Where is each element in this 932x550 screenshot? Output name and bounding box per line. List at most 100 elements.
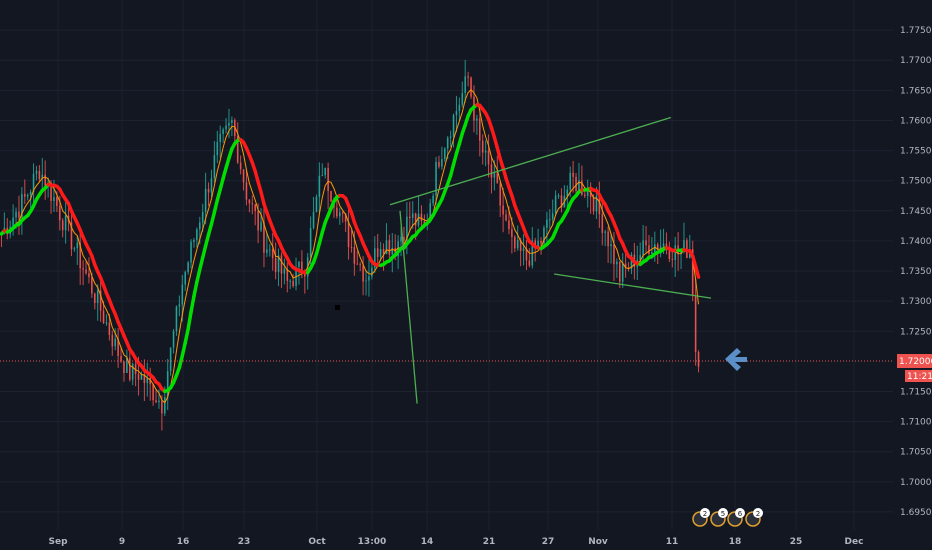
ma-slow-segment <box>221 166 228 181</box>
candle-body <box>368 276 370 281</box>
candle-body <box>233 120 236 137</box>
candle-body <box>540 240 542 244</box>
x-tick-label: 23 <box>238 537 251 547</box>
candle-body <box>493 173 496 178</box>
candle-body <box>193 240 195 242</box>
candle-body <box>481 140 484 153</box>
x-tick-label: 9 <box>119 537 125 547</box>
candle-body <box>309 227 312 258</box>
candle-body <box>575 176 577 192</box>
candle-body <box>432 195 434 204</box>
candle-body <box>656 244 659 250</box>
candle-body <box>394 248 397 257</box>
candle-body <box>268 249 271 251</box>
candle-body <box>557 195 560 197</box>
candle-body <box>586 190 589 196</box>
y-tick-label: 1.71500 <box>900 387 932 397</box>
candle-body <box>222 129 224 134</box>
candle-body <box>403 236 405 241</box>
candle-body <box>85 269 87 274</box>
candle-body <box>519 239 522 251</box>
candle-body <box>292 280 294 287</box>
candle-body <box>29 191 32 195</box>
candle-body <box>219 133 222 142</box>
candle-body <box>58 205 61 221</box>
candle-body <box>470 77 472 97</box>
candle-body <box>607 231 609 247</box>
candle-body <box>554 195 557 214</box>
candle-body <box>651 252 653 254</box>
candle-body <box>487 150 490 165</box>
candle-body <box>242 169 245 183</box>
candle-body <box>411 213 414 218</box>
candle-body <box>251 203 254 205</box>
candle-body <box>362 265 364 282</box>
event-badge <box>753 508 763 518</box>
candle-body <box>123 361 125 373</box>
ma-fast-line <box>1 88 699 404</box>
candle-body <box>595 196 598 212</box>
candle-body <box>312 212 315 228</box>
candle-body <box>458 104 461 112</box>
candle-body <box>236 136 239 163</box>
candle-body <box>96 290 99 304</box>
candle-body <box>400 236 402 242</box>
candle-body <box>263 221 265 253</box>
y-tick-label: 1.73000 <box>900 297 932 307</box>
ma-slow-segment <box>259 190 266 206</box>
candle-body <box>668 249 671 259</box>
candle-body <box>645 240 647 246</box>
x-tick-label: 16 <box>177 537 190 547</box>
candle-body <box>341 212 344 214</box>
ma-slow-segment <box>177 354 185 370</box>
candle-body <box>53 197 55 201</box>
candle-body <box>438 161 440 167</box>
event-count: 2 <box>756 510 760 518</box>
candle-body <box>525 248 528 261</box>
candle-body <box>406 216 408 241</box>
ma-slow-segment <box>189 294 196 314</box>
ma-slow-segment <box>212 198 220 215</box>
ma-slow-segment <box>198 255 205 272</box>
y-tick-label: 1.73500 <box>900 267 932 277</box>
candle-body <box>315 196 318 213</box>
candle-body <box>616 261 618 265</box>
candle-body <box>73 248 76 250</box>
candle-body <box>376 248 379 257</box>
candle-body <box>70 221 73 250</box>
y-tick-label: 1.70000 <box>900 478 932 488</box>
candle-body <box>155 400 157 403</box>
ma-slow-segment <box>317 230 325 246</box>
candle-body <box>502 205 504 215</box>
candle-body <box>429 203 432 220</box>
candle-body <box>496 173 499 184</box>
candle-body <box>443 148 446 160</box>
x-tick-label: 14 <box>421 537 434 547</box>
candle-body <box>50 182 52 201</box>
candle-body <box>64 215 67 231</box>
candle-body <box>435 161 437 196</box>
x-tick-label: 27 <box>542 537 555 547</box>
candle-body <box>476 118 478 121</box>
candle-body <box>254 204 257 212</box>
candle-body <box>26 194 29 197</box>
candle-body <box>680 250 682 255</box>
ma-slow-segment <box>209 210 217 226</box>
candle-body <box>336 207 338 217</box>
candle-body <box>181 284 184 305</box>
candle-body <box>694 295 697 352</box>
candle-body <box>108 322 111 335</box>
candle-body <box>478 118 481 141</box>
candle-body <box>88 273 90 278</box>
candle-body <box>184 272 187 285</box>
candle-body <box>172 331 175 348</box>
candle-body <box>23 193 26 197</box>
candle-body <box>551 213 554 220</box>
candle-body <box>581 180 583 195</box>
candle-body <box>505 214 507 221</box>
candle-body <box>408 216 411 218</box>
candle-body <box>102 310 105 324</box>
candle-body <box>146 378 149 384</box>
